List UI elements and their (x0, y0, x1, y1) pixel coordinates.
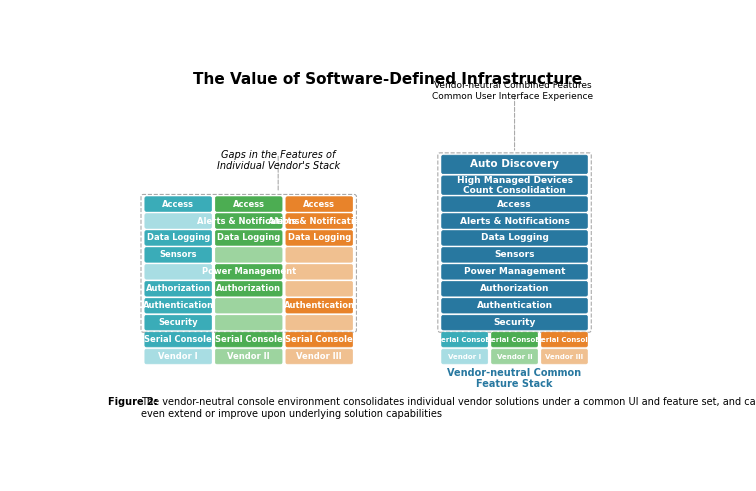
FancyBboxPatch shape (442, 155, 587, 174)
FancyBboxPatch shape (286, 265, 352, 279)
FancyBboxPatch shape (286, 315, 352, 330)
Text: Auto Discovery: Auto Discovery (470, 160, 559, 169)
Text: Access: Access (303, 199, 335, 209)
FancyBboxPatch shape (442, 231, 587, 246)
Text: Serial Console: Serial Console (486, 337, 543, 343)
Text: Sensors: Sensors (160, 250, 197, 259)
Text: Power Management: Power Management (202, 267, 296, 276)
Text: Vendor II: Vendor II (228, 352, 270, 361)
FancyBboxPatch shape (215, 349, 282, 364)
Text: Vendor-neutral Common
Feature Stack: Vendor-neutral Common Feature Stack (448, 368, 581, 389)
Text: Security: Security (494, 318, 536, 327)
FancyBboxPatch shape (286, 197, 352, 212)
FancyBboxPatch shape (491, 332, 538, 347)
Text: Authentication: Authentication (284, 301, 355, 310)
FancyBboxPatch shape (145, 349, 212, 364)
FancyBboxPatch shape (286, 281, 352, 296)
Text: Vendor-neutral Combined Features
Common User Interface Experience: Vendor-neutral Combined Features Common … (432, 81, 593, 101)
FancyBboxPatch shape (215, 332, 282, 347)
Text: Authorization: Authorization (480, 284, 550, 293)
FancyBboxPatch shape (442, 247, 587, 262)
FancyBboxPatch shape (442, 332, 488, 347)
Text: The vendor-neutral console environment consolidates individual vendor solutions : The vendor-neutral console environment c… (141, 397, 756, 418)
Text: Gaps in the Features of
Individual Vendor's Stack: Gaps in the Features of Individual Vendo… (217, 150, 339, 171)
FancyBboxPatch shape (286, 231, 352, 246)
FancyBboxPatch shape (442, 315, 587, 330)
FancyBboxPatch shape (442, 299, 587, 313)
Text: Serial Console: Serial Console (215, 335, 283, 344)
FancyBboxPatch shape (215, 315, 282, 330)
FancyBboxPatch shape (442, 265, 587, 279)
Text: The Value of Software-Defined Infrastructure: The Value of Software-Defined Infrastruc… (193, 72, 582, 87)
FancyBboxPatch shape (442, 281, 587, 296)
FancyBboxPatch shape (286, 247, 352, 262)
Text: Authentication: Authentication (476, 301, 553, 310)
FancyBboxPatch shape (442, 214, 587, 228)
FancyBboxPatch shape (215, 299, 282, 313)
FancyBboxPatch shape (145, 281, 212, 296)
Text: Security: Security (159, 318, 198, 327)
Text: Authentication: Authentication (143, 301, 214, 310)
FancyBboxPatch shape (215, 281, 282, 296)
FancyBboxPatch shape (215, 197, 282, 212)
Text: Alerts & Notifications: Alerts & Notifications (197, 217, 300, 225)
Text: Access: Access (233, 199, 265, 209)
Text: Vendor II: Vendor II (497, 354, 532, 359)
FancyBboxPatch shape (215, 265, 282, 279)
FancyBboxPatch shape (215, 247, 282, 262)
FancyBboxPatch shape (145, 315, 212, 330)
Text: Data Logging: Data Logging (147, 233, 210, 243)
Text: Data Logging: Data Logging (481, 233, 549, 243)
FancyBboxPatch shape (145, 247, 212, 262)
FancyBboxPatch shape (491, 349, 538, 364)
FancyBboxPatch shape (286, 299, 352, 313)
Text: Vendor I: Vendor I (448, 354, 482, 359)
FancyBboxPatch shape (145, 197, 212, 212)
FancyBboxPatch shape (145, 299, 212, 313)
FancyBboxPatch shape (145, 214, 212, 228)
Text: Serial Console: Serial Console (285, 335, 353, 344)
Text: Alerts & Notifications: Alerts & Notifications (460, 217, 569, 225)
Text: Power Management: Power Management (463, 267, 565, 276)
FancyBboxPatch shape (286, 214, 352, 228)
Text: Authorization: Authorization (216, 284, 281, 293)
FancyBboxPatch shape (286, 332, 352, 347)
FancyBboxPatch shape (541, 332, 587, 347)
FancyBboxPatch shape (286, 349, 352, 364)
Text: Data Logging: Data Logging (217, 233, 280, 243)
Text: Vendor I: Vendor I (159, 352, 198, 361)
FancyBboxPatch shape (145, 265, 212, 279)
FancyBboxPatch shape (442, 197, 587, 212)
Text: Serial Console: Serial Console (436, 337, 493, 343)
Text: Access: Access (163, 199, 194, 209)
FancyBboxPatch shape (442, 176, 587, 194)
Text: Data Logging: Data Logging (287, 233, 351, 243)
Text: Authorization: Authorization (146, 284, 211, 293)
Text: High Managed Devices
Count Consolidation: High Managed Devices Count Consolidation (457, 175, 572, 195)
FancyBboxPatch shape (442, 349, 488, 364)
FancyBboxPatch shape (541, 349, 587, 364)
Text: Serial Console: Serial Console (144, 335, 212, 344)
Text: Access: Access (497, 199, 532, 209)
Text: Serial Console: Serial Console (536, 337, 593, 343)
Text: Vendor III: Vendor III (296, 352, 342, 361)
Text: Sensors: Sensors (494, 250, 534, 259)
FancyBboxPatch shape (215, 214, 282, 228)
Text: Figure 2:: Figure 2: (108, 397, 158, 407)
Text: Vendor III: Vendor III (545, 354, 584, 359)
FancyBboxPatch shape (215, 231, 282, 246)
FancyBboxPatch shape (145, 231, 212, 246)
Text: Alerts & Notifications: Alerts & Notifications (268, 217, 370, 225)
FancyBboxPatch shape (145, 332, 212, 347)
